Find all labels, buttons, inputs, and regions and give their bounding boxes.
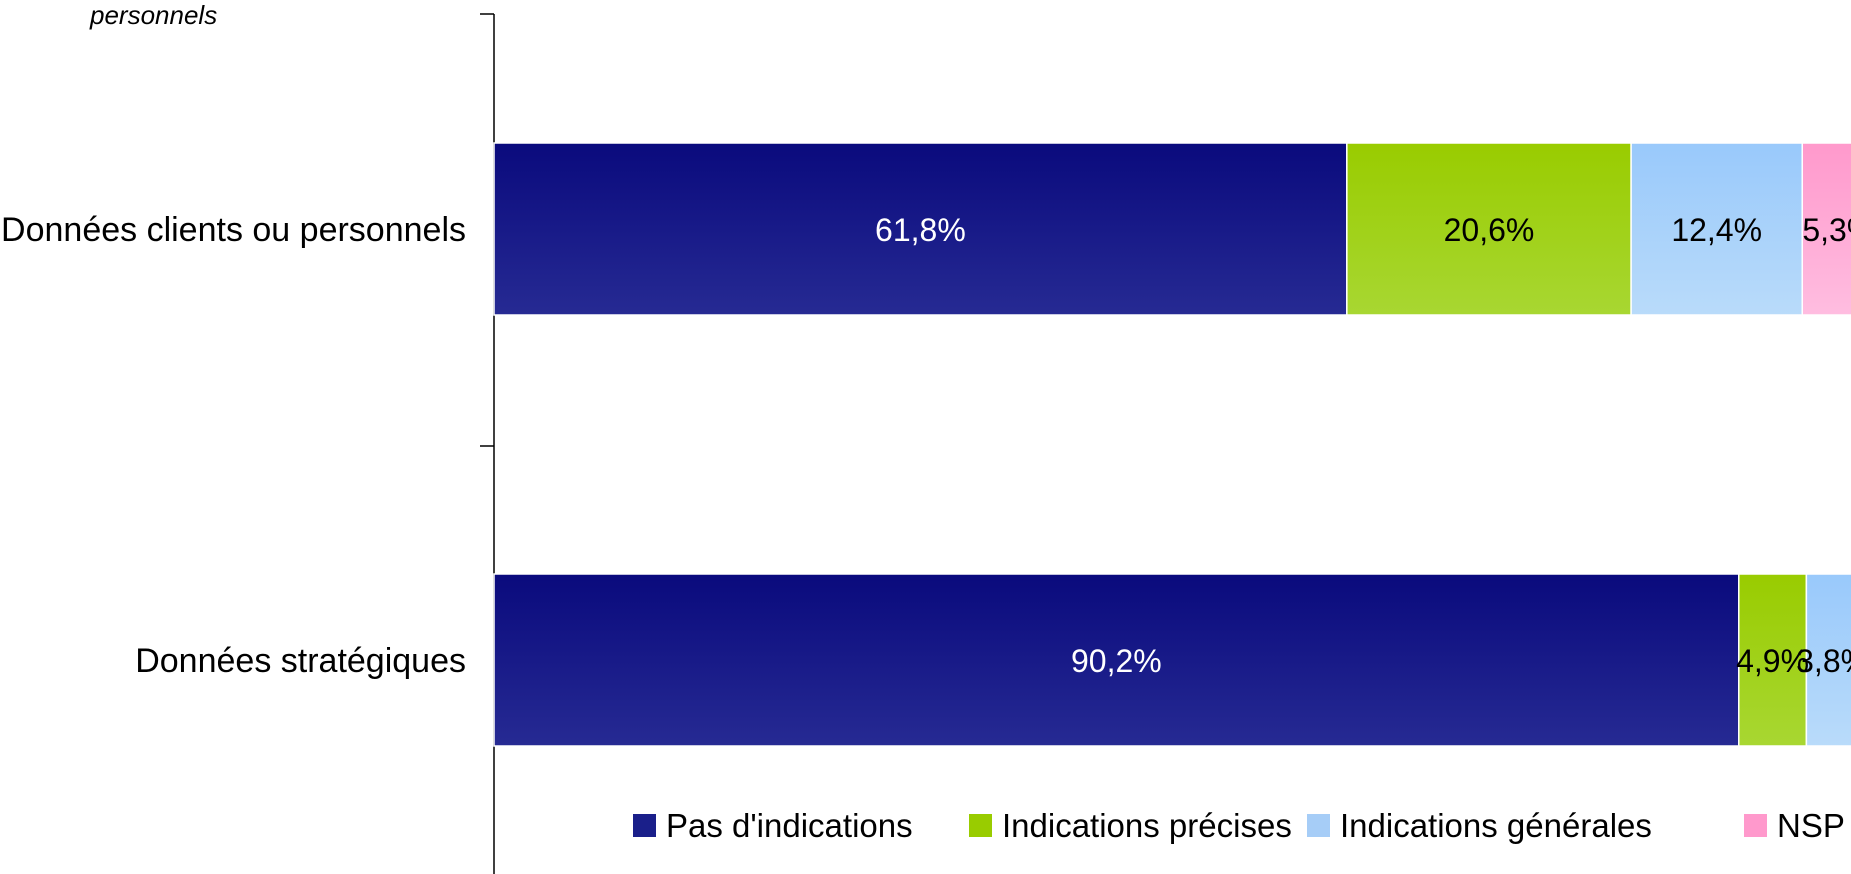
value-label-indications-precises-donnees-strategiques: 4,9% [1736,643,1809,679]
bar-indications-generales-donnees-strategiques [1805,573,1851,747]
value-label-nsp-donnees-clients-ou-personnels: 5,3% [1802,212,1851,248]
category-label-donnees-strategiques: Données stratégiques [135,642,466,680]
top-note: personnels [89,0,217,30]
value-label-indications-generales-donnees-strategiques: 3,8% [1796,643,1851,679]
bar-pas-d-indications-donnees-clients-ou-personnels [493,142,1348,316]
legend-swatch-indications-precises [969,814,992,837]
bars [493,142,1851,747]
bar-indications-generales-donnees-clients-ou-personnels [1630,142,1803,316]
legend-label-nsp: NSP [1777,807,1845,844]
legend: Pas d'indications Indications précises Ind… [633,807,1845,844]
category-axis [480,13,495,874]
legend-label-indications-generales: Indications générales [1340,807,1652,844]
bar-pas-d-indications-donnees-strategiques [493,573,1740,747]
bar-nsp-donnees-clients-ou-personnels [1801,142,1851,316]
bar-indications-precises-donnees-clients-ou-personnels [1346,142,1632,316]
bar-indications-precises-donnees-strategiques [1738,573,1808,747]
value-label-pas-d-indications-donnees-strategiques: 90,2% [1071,643,1162,679]
legend-swatch-pas-d-indications [633,814,656,837]
value-label-pas-d-indications-donnees-clients-ou-personnels: 61,8% [875,212,966,248]
legend-label-indications-precises: Indications précises [1002,807,1292,844]
legend-label-pas-d-indications: Pas d'indications [666,807,913,844]
value-label-indications-generales-donnees-clients-ou-personnels: 12,4% [1671,212,1762,248]
value-label-indications-precises-donnees-clients-ou-personnels: 20,6% [1444,212,1535,248]
category-label-donnees-clients-ou-personnels: Données clients ou personnels [1,211,466,249]
legend-swatch-indications-generales [1307,814,1330,837]
value-labels: 61,8% 20,6% 12,4% 5,3% 90,2% 4,9%3,8% [875,212,1851,679]
category-labels: Données clients ou personnels Données str… [1,211,466,680]
legend-swatch-nsp [1744,814,1767,837]
